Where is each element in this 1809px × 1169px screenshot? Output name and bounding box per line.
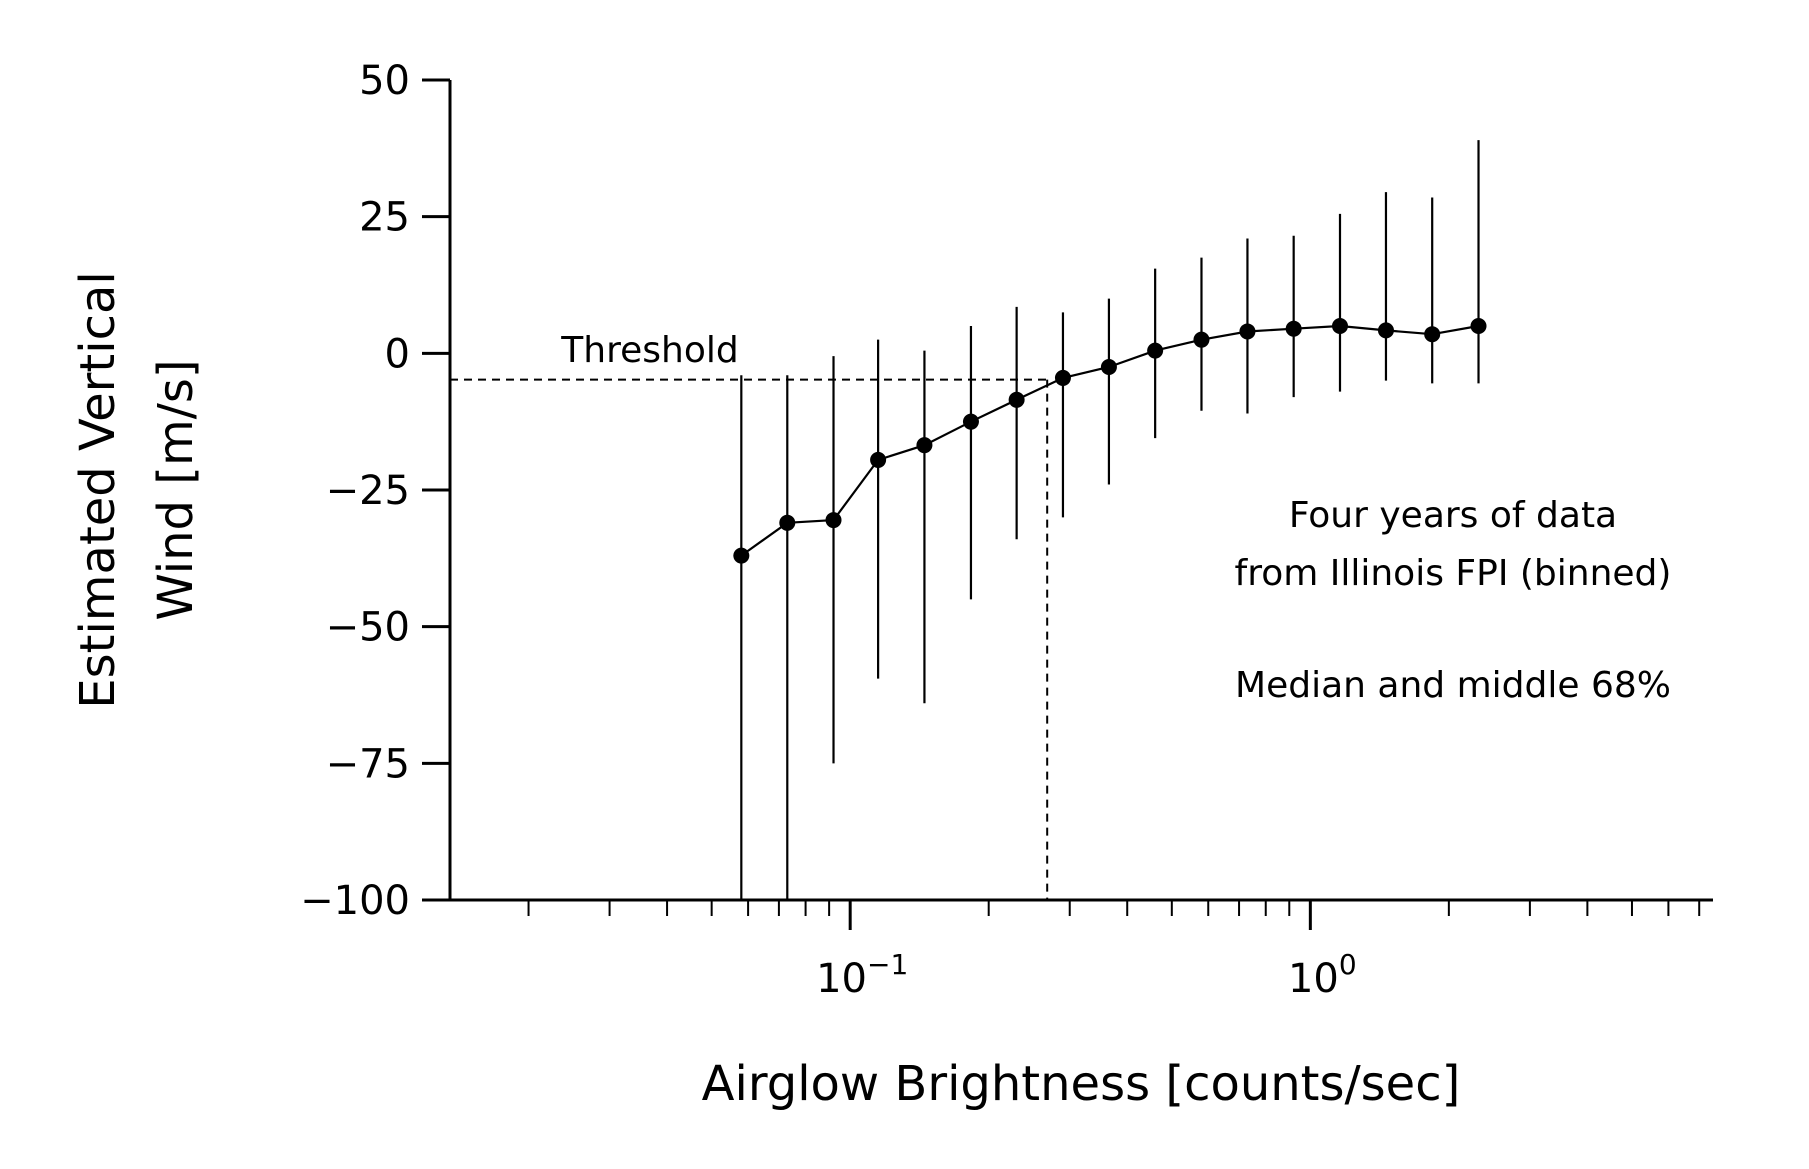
y-tick-label: −100 (300, 878, 410, 924)
median-point (1193, 331, 1210, 348)
median-point (1054, 369, 1071, 386)
median-point (1331, 318, 1348, 334)
y-ticks: 50 25 0 −25 −50 −75 −100 (300, 58, 450, 924)
median-point (825, 512, 842, 529)
median-point (1008, 391, 1025, 408)
x-axis-label: Airglow Brightness [counts/sec] (702, 1056, 1461, 1112)
threshold-lines (450, 378, 1049, 900)
median-point (1470, 318, 1487, 334)
x-ticks: 10−1 100 (527, 900, 1701, 1002)
median-point (779, 514, 796, 531)
info-line-2: from Illinois FPI (binned) (1235, 553, 1672, 594)
median-points (733, 318, 1487, 564)
y-tick-label: 0 (385, 331, 410, 377)
info-line-1: Four years of data (1289, 495, 1617, 536)
median-point (1147, 342, 1164, 359)
stat-annotation: Median and middle 68% (1235, 665, 1671, 706)
y-tick-label: 50 (359, 58, 410, 104)
y-tick-label: −25 (326, 468, 410, 514)
y-tick-label: −75 (326, 741, 410, 787)
axes (448, 80, 1713, 902)
x-tick-label: 100 (1288, 948, 1357, 1002)
median-point (870, 451, 887, 468)
median-point (1377, 322, 1394, 339)
y-tick-label: 25 (359, 195, 410, 241)
threshold-label: Threshold (560, 330, 738, 371)
median-point (1100, 359, 1117, 375)
y-axis-label-line-2: Wind [m/s] (148, 359, 204, 620)
median-point (1239, 323, 1256, 340)
median-point (916, 437, 933, 454)
median-point (962, 413, 979, 430)
y-axis-label-line-1: Estimated Vertical (70, 271, 126, 708)
x-tick-label: 10−1 (816, 948, 908, 1002)
median-point (1285, 320, 1302, 337)
y-tick-label: −50 (326, 605, 410, 651)
median-point (733, 547, 750, 564)
median-point (1424, 326, 1441, 343)
